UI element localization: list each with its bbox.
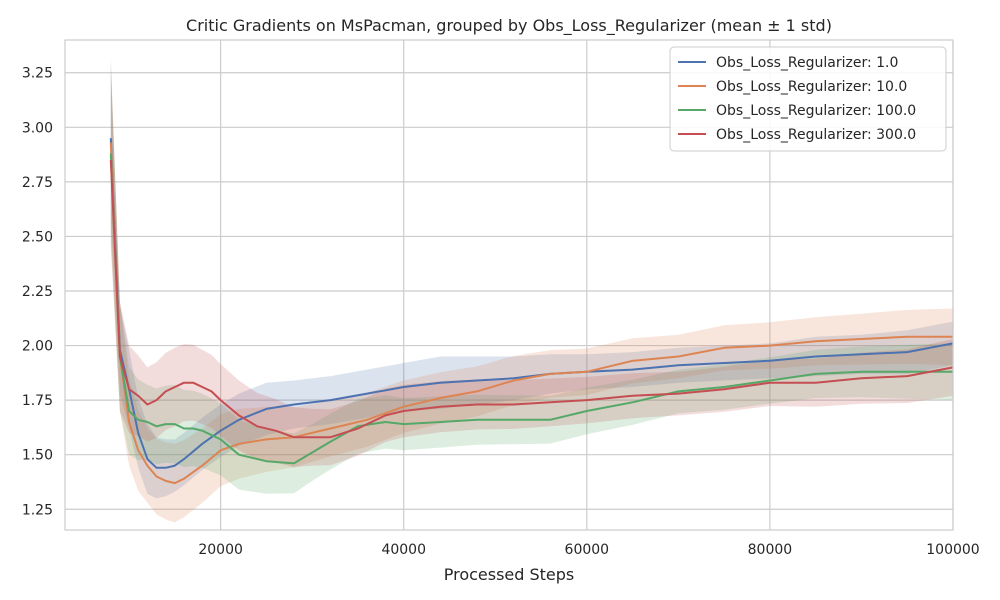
legend: Obs_Loss_Regularizer: 1.0 Obs_Loss_Regula… [669, 46, 947, 152]
series-lines [109, 138, 954, 485]
y-tick-label: 2.00 [22, 339, 53, 355]
y-tick-label: 2.50 [22, 229, 53, 245]
x-tick-labels: 20000 40000 60000 80000 100000 [198, 542, 979, 558]
chart-title: Critic Gradients on MsPacman, grouped by… [186, 16, 832, 36]
y-tick-label: 3.25 [22, 66, 53, 82]
grid [65, 40, 954, 530]
series-line-2 [109, 142, 953, 485]
legend-label-4: Obs_Loss_Regularizer: 300.0 [716, 127, 916, 143]
std-band-4 [110, 72, 954, 468]
x-tick-label: 60000 [565, 542, 610, 558]
x-tick-label: 40000 [381, 542, 426, 558]
legend-box [669, 46, 947, 152]
legend-label-2: Obs_Loss_Regularizer: 10.0 [716, 79, 907, 95]
series-line-4 [109, 159, 954, 439]
y-tick-label: 2.25 [22, 284, 53, 300]
std-band-1 [110, 61, 954, 499]
y-tick-label: 1.75 [22, 393, 53, 409]
y-tick-label: 3.00 [22, 120, 53, 136]
series-line-3 [109, 153, 953, 465]
legend-label-1: Obs_Loss_Regularizer: 1.0 [716, 55, 898, 71]
x-tick-label: 80000 [748, 542, 793, 558]
std-band-2 [110, 55, 954, 523]
y-tick-labels: 1.25 1.50 1.75 2.00 2.25 2.50 2.75 3.00 3.25 [22, 66, 53, 519]
series-line-1 [109, 138, 954, 469]
plot-frame [64, 39, 954, 531]
legend-label-3: Obs_Loss_Regularizer: 100.0 [716, 103, 916, 119]
x-tick-label: 20000 [198, 542, 243, 558]
x-axis-label: Processed Steps [444, 565, 575, 584]
y-tick-label: 2.75 [22, 175, 53, 191]
y-tick-label: 1.25 [22, 502, 53, 518]
x-tick-label: 100000 [926, 542, 979, 558]
y-tick-label: 1.50 [22, 448, 53, 464]
